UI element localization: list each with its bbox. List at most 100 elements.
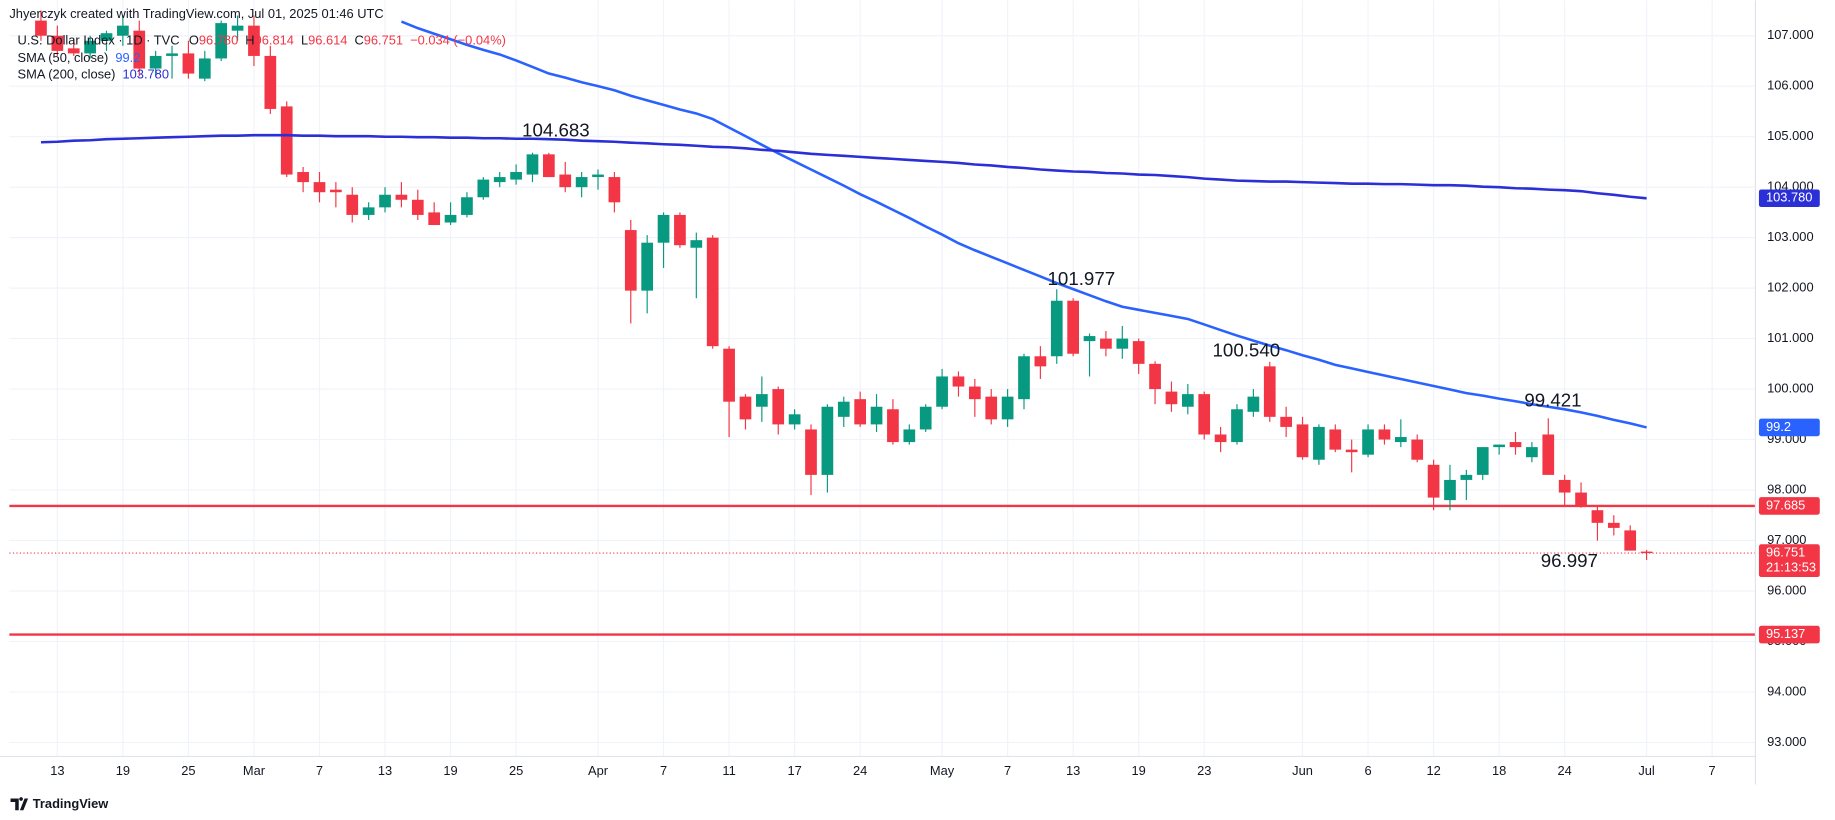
- candle-body: [1460, 474, 1473, 480]
- x-tick-label: 6: [1364, 763, 1371, 778]
- sma-price-label: 103.780: [1766, 190, 1812, 205]
- candle-body: [51, 35, 64, 51]
- candle-body: [1607, 522, 1620, 528]
- ohlc-key: H: [245, 33, 254, 48]
- candle-body: [149, 55, 162, 69]
- sma-line: [40, 133, 1647, 200]
- candle-body: [1050, 300, 1063, 357]
- x-tick-label: 25: [509, 763, 523, 778]
- candle-body: [280, 106, 293, 175]
- candle-body: [559, 174, 572, 188]
- candle-body: [1444, 479, 1456, 501]
- ohlc-key: O: [189, 33, 199, 48]
- candle-body: [248, 25, 260, 56]
- candle-body: [1263, 366, 1276, 417]
- candle-body: [674, 214, 686, 246]
- candle-body: [1575, 492, 1587, 506]
- candle-body: [739, 396, 752, 420]
- x-tick-label: 7: [1004, 763, 1011, 778]
- candle-body: [346, 194, 359, 215]
- ohlc-key: L: [301, 33, 308, 48]
- candle-body: [919, 406, 932, 430]
- x-tick-label: 18: [1492, 763, 1506, 778]
- candle-body: [1476, 447, 1489, 475]
- x-tick-label: 19: [1132, 763, 1146, 778]
- x-tick-label: 7: [316, 763, 323, 778]
- annotation: 100.540: [1213, 339, 1281, 360]
- candle-body: [772, 389, 785, 425]
- symbol-legend: U.S. Dollar Index · 1D · TVC O96.780 H96.8…: [18, 33, 506, 48]
- candle-body: [35, 20, 47, 36]
- candle-body: [1149, 363, 1161, 390]
- candle-body: [477, 179, 490, 198]
- candle-body: [1231, 409, 1243, 443]
- x-tick-label: 19: [116, 763, 130, 778]
- candle-body: [215, 23, 228, 59]
- candle-body: [100, 33, 113, 41]
- candle-body: [395, 194, 408, 200]
- y-tick-label: 106.000: [1767, 78, 1813, 93]
- candle-body: [887, 409, 899, 443]
- candle-body: [330, 189, 342, 193]
- candle-body: [1509, 442, 1522, 448]
- candle-body: [1034, 356, 1047, 367]
- candle-body: [543, 154, 555, 178]
- candle-body: [1624, 530, 1637, 551]
- level-price-box: [1758, 625, 1820, 644]
- x-tick-label: 13: [50, 763, 64, 778]
- brand-name: TradingView: [33, 796, 110, 811]
- y-tick-label: 94.000: [1767, 683, 1806, 698]
- last-price-box: [1758, 544, 1820, 578]
- candle-body: [575, 177, 588, 188]
- candle-body: [1181, 394, 1194, 407]
- candle-body: [788, 414, 801, 425]
- candle-body: [756, 394, 768, 407]
- sma-value: 99.2: [115, 50, 140, 65]
- x-tick-label: May: [930, 763, 955, 778]
- candle-body: [461, 197, 473, 215]
- candle-body: [117, 25, 129, 36]
- candle-body: [411, 199, 424, 215]
- x-tick-label: 24: [853, 763, 867, 778]
- x-tick-label: 17: [787, 763, 801, 778]
- ohlc-value: 96.780: [199, 33, 238, 48]
- sma-price-box: [1758, 418, 1820, 437]
- countdown-label: 21:13:53: [1766, 560, 1816, 575]
- candle-body: [526, 154, 539, 175]
- candle-body: [1329, 429, 1342, 450]
- x-tick-label: 24: [1558, 763, 1572, 778]
- x-tick-label: Jul: [1638, 763, 1654, 778]
- candle-body: [1198, 394, 1211, 435]
- axes: 93.00094.00095.00096.00097.00098.00099.0…: [50, 27, 1820, 778]
- candle-body: [1542, 434, 1555, 475]
- y-tick-label: 107.000: [1767, 27, 1813, 42]
- candle-body: [493, 177, 506, 183]
- sma-legend: SMA (50, close) 99.2: [18, 50, 141, 65]
- candle-body: [166, 53, 178, 56]
- symbol: U.S. Dollar Index · 1D · TVC: [18, 33, 180, 48]
- candle-body: [1132, 341, 1145, 364]
- candle-body: [985, 396, 998, 420]
- annotation: 99.421: [1524, 390, 1581, 411]
- candle-body: [870, 406, 883, 425]
- candle-body: [1394, 437, 1407, 443]
- candle-body: [362, 207, 375, 215]
- candle-body: [723, 348, 735, 402]
- candle-body: [1247, 396, 1260, 412]
- candle-body: [444, 214, 457, 223]
- y-tick-label: 102.000: [1767, 280, 1813, 295]
- ohlc-value: 96.614: [308, 33, 347, 48]
- y-tick-label: 100.000: [1767, 380, 1813, 395]
- candle-body: [198, 58, 211, 79]
- level-price-box: [1758, 497, 1820, 515]
- candle-body: [297, 172, 309, 183]
- annotation: 96.997: [1541, 550, 1598, 571]
- candle-body: [854, 399, 867, 425]
- y-tick-label: 97.000: [1767, 532, 1806, 547]
- candle-body: [657, 214, 670, 243]
- x-tick-label: 7: [1709, 763, 1716, 778]
- candle-body: [231, 25, 244, 31]
- x-tick-label: 19: [443, 763, 457, 778]
- candle-body: [1083, 336, 1096, 342]
- candle-body: [1362, 429, 1374, 455]
